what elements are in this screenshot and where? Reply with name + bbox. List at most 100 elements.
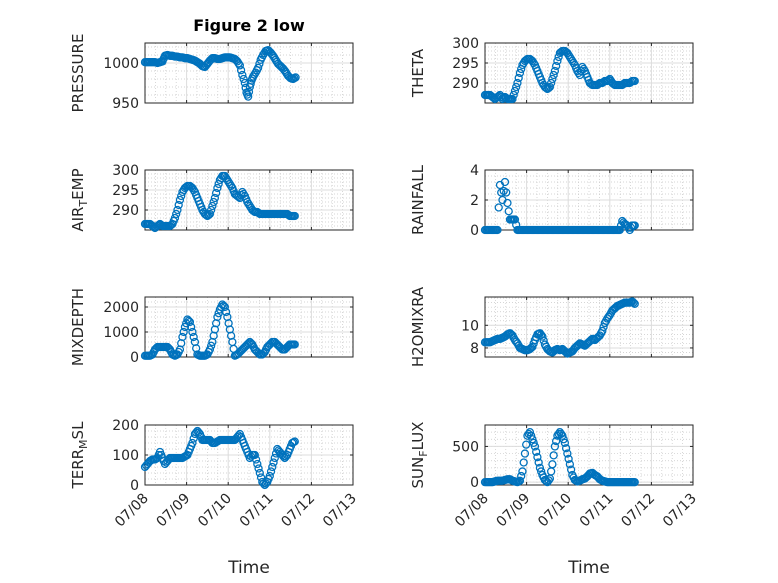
y-tick-label: 0 (470, 475, 479, 491)
data-point (630, 477, 639, 487)
data-point (540, 475, 550, 485)
data-point (566, 465, 576, 474)
data-point (527, 343, 536, 353)
data-point (188, 438, 197, 448)
data-point (569, 58, 578, 68)
data-point (173, 205, 182, 215)
data-point (564, 454, 573, 464)
data-point (520, 449, 530, 458)
data-point (549, 451, 558, 460)
x-tick-label: 07/08 (452, 491, 492, 531)
data-point (543, 84, 552, 94)
data-point (560, 438, 570, 448)
y-tick-label: 295 (452, 56, 479, 72)
data-point (206, 205, 216, 215)
data-point (209, 197, 218, 207)
data-point (518, 467, 527, 476)
data-series (140, 171, 299, 233)
data-point (239, 74, 248, 84)
data-point (281, 452, 291, 461)
x-tick-label: 07/10 (535, 491, 575, 531)
data-point (202, 210, 211, 220)
data-point (525, 344, 535, 354)
y-axis-label: AIRTEMP (69, 168, 90, 231)
figure-title: Figure 2 low (193, 16, 305, 35)
x-axis-label: Time (227, 558, 270, 578)
y-tick-label: 1000 (103, 56, 139, 72)
data-point (255, 468, 264, 478)
data-point (205, 345, 215, 354)
y-tick-label: 290 (452, 76, 479, 92)
data-point (174, 200, 183, 210)
data-point (525, 427, 535, 437)
data-point (535, 463, 545, 473)
data-point (538, 332, 547, 341)
data-point (522, 440, 531, 449)
x-tick-label: 07/11 (237, 491, 277, 531)
data-point (579, 64, 588, 74)
data-point (545, 82, 555, 92)
y-tick-label: 2000 (103, 300, 139, 316)
data-point (290, 340, 299, 349)
data-point (493, 225, 502, 235)
y-tick-label: 200 (112, 418, 139, 434)
subplot-h2omixra: 8 10 H2OMIXRA (409, 286, 694, 367)
data-point (515, 68, 525, 78)
x-tick-label: 07/12 (618, 491, 658, 531)
data-point (194, 428, 203, 437)
data-point (259, 479, 268, 488)
data-point (175, 195, 185, 205)
data-point (529, 438, 538, 448)
data-point (290, 211, 299, 221)
data-point (172, 209, 181, 219)
data-point (235, 61, 244, 70)
y-axis-label: PRESSURE (69, 34, 87, 113)
data-point (254, 464, 263, 473)
y-tick-label: 300 (452, 36, 479, 52)
y-tick-label: 500 (452, 439, 479, 455)
data-point (246, 79, 255, 88)
data-series (480, 177, 639, 235)
y-axis-label: SUNFLUX (409, 422, 430, 489)
data-point (529, 58, 538, 68)
data-point (251, 455, 261, 464)
data-point (226, 181, 236, 191)
data-point (291, 73, 300, 82)
subplot-mixdepth: 0 1000 2000 MIXDEPTH (69, 288, 354, 366)
data-point (575, 70, 584, 80)
subplot-pressure: 950 1000 PRESSURE (69, 34, 354, 113)
data-point (508, 94, 517, 104)
subplot-sun-flux: 0 500 07/08 07/09 07/10 07/11 07/12 07/13 Time SU… (409, 422, 700, 578)
y-tick-label: 4 (470, 163, 479, 179)
data-point (269, 458, 278, 467)
data-point (504, 207, 513, 216)
data-point (546, 467, 556, 476)
data-series (140, 426, 299, 490)
data-point (510, 86, 520, 96)
data-series (140, 300, 299, 360)
data-point (561, 444, 571, 453)
x-tick-label: 07/13 (660, 491, 700, 531)
data-point (544, 476, 553, 485)
data-point (183, 315, 192, 324)
y-tick-label: 100 (112, 448, 139, 464)
data-point (218, 300, 227, 309)
data-point (279, 452, 288, 461)
data-point (204, 210, 213, 220)
data-point (185, 317, 195, 327)
data-point (544, 83, 553, 93)
data-point (254, 63, 263, 72)
data-point (542, 83, 551, 93)
data-point (509, 90, 518, 100)
data-point (265, 471, 274, 481)
data-point (188, 327, 197, 337)
data-point (266, 467, 276, 476)
y-axis-label: MIXDEPTH (69, 288, 87, 366)
data-point (546, 78, 556, 88)
data-point (239, 189, 248, 199)
data-point (510, 215, 520, 224)
data-point (208, 201, 217, 211)
data-point (206, 341, 216, 350)
data-point (253, 459, 262, 469)
axes-box (484, 296, 694, 358)
